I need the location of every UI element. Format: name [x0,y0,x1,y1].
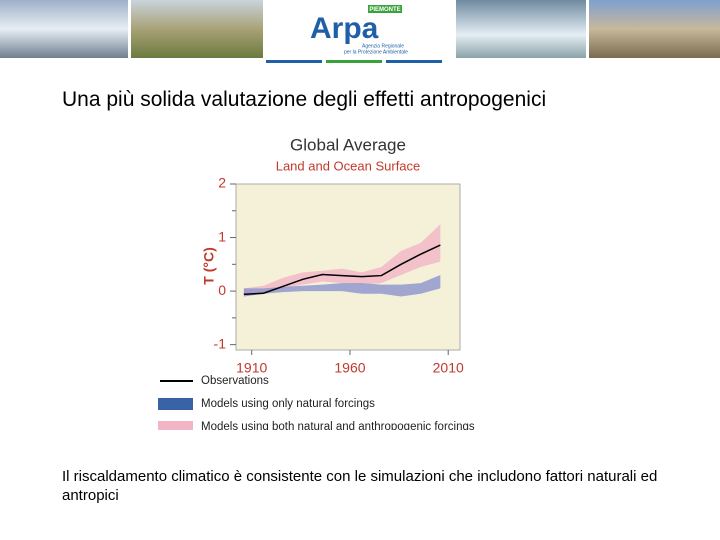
y-axis-label: T (°C) [201,247,217,284]
logo: Arpa [310,12,379,45]
legend-label: Models using both natural and anthropoge… [201,421,475,430]
y-tick-label: 1 [218,228,226,244]
observations-line [243,244,441,296]
header-banner: PIEMONTE Arpa Agenzia Regionale per la P… [0,0,720,63]
legend-swatch [158,398,193,410]
legend-label: Observations [201,375,269,387]
plot-area [235,183,461,351]
photo [131,0,263,58]
logo-tagline: Agenzia Regionale [362,43,404,49]
slide-title: Una più solida valutazione degli effetti… [62,88,547,111]
caption: Il riscaldamento climatico è consistente… [62,468,658,504]
rule [326,60,382,63]
rule [386,60,442,63]
chart-subtitle: Land and Ocean Surface [276,158,421,173]
y-tick-label: 2 [218,175,226,191]
x-tick-label: 1960 [334,360,365,376]
model-band [243,275,441,297]
model-band [243,224,441,297]
logo-region: PIEMONTE [369,7,400,13]
legend-swatch [158,421,193,430]
logo-tagline: per la Protezione Ambientale [344,49,408,55]
legend-label: Models using only natural forcings [201,398,375,410]
photo [589,0,720,58]
chart-title: Global Average [290,135,406,154]
chart: Global Average Land and Ocean Surface T … [158,135,475,430]
logo-badge [368,5,402,13]
photo [0,0,128,58]
rule [266,60,322,63]
y-tick-label: -1 [214,335,227,351]
y-tick-label: 0 [218,282,226,298]
photo [456,0,586,58]
x-tick-label: 1910 [236,360,267,376]
x-tick-label: 2010 [433,360,464,376]
